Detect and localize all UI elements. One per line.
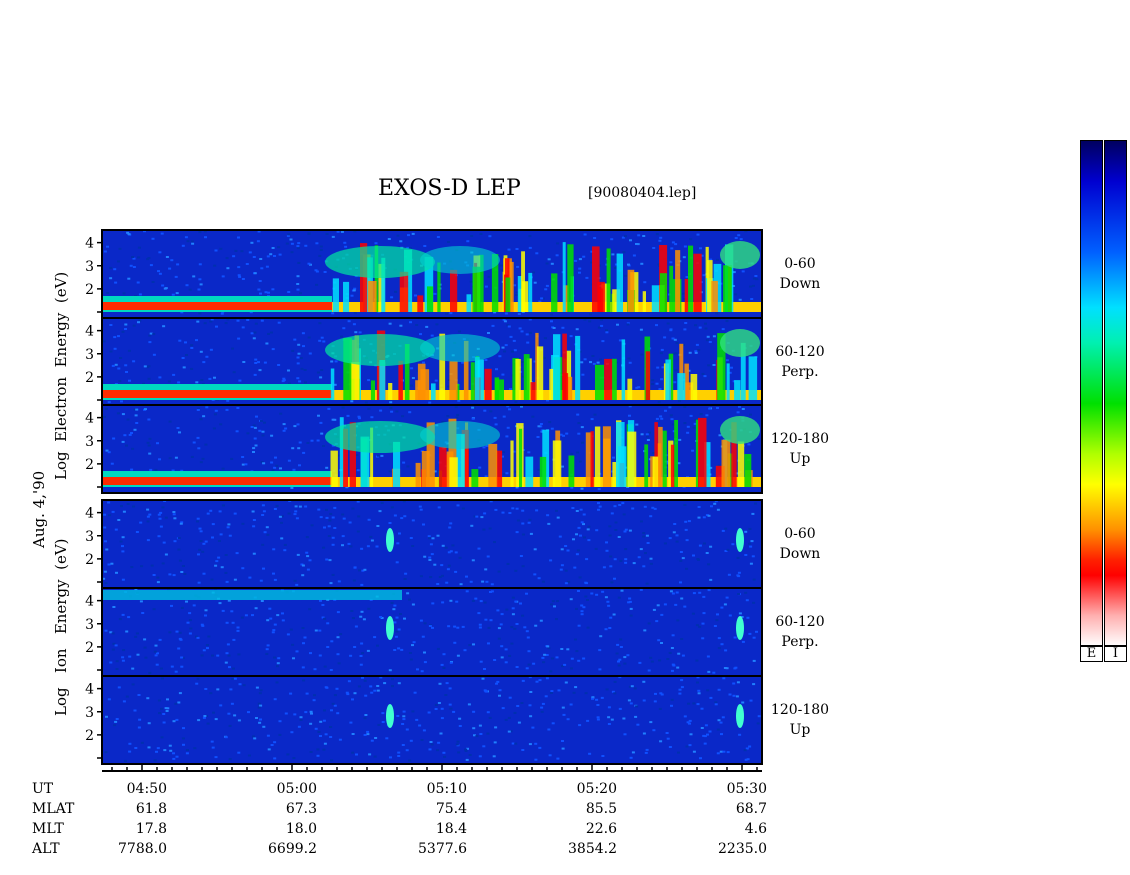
- panel-range: 0-60: [784, 526, 816, 542]
- electron-colorbar-label: E: [1080, 645, 1103, 662]
- y-tick-label: 4: [85, 324, 94, 340]
- y-tick-label: 3: [85, 617, 94, 633]
- panel-range: 60-120: [775, 614, 825, 630]
- panel-range: 0-60: [784, 256, 816, 272]
- panel-direction: Perp.: [781, 364, 819, 380]
- ion-colorbar: [1104, 140, 1127, 647]
- alt-value: 3854.2: [568, 841, 617, 857]
- panel-direction: Up: [789, 451, 811, 467]
- y-tick-label: 2: [85, 728, 94, 744]
- mlt-value: 18.4: [435, 821, 467, 837]
- mlt-row-label: MLT: [32, 821, 64, 837]
- panel-label-electron-down: 0-60 Down: [760, 254, 840, 294]
- mlat-value: 67.3: [285, 801, 317, 817]
- panel-range: 120-180: [770, 702, 830, 718]
- mlt-value: 4.6: [744, 821, 767, 837]
- ut-row-label: UT: [32, 781, 54, 797]
- electron-axis-label: Log Electron Energy (eV): [52, 271, 70, 480]
- mlt-value: 17.8: [135, 821, 167, 837]
- panel-label-ion-up: 120-180 Up: [760, 700, 840, 740]
- panel-direction: Down: [779, 546, 821, 562]
- panel-direction: Up: [789, 722, 811, 738]
- alt-value: 7788.0: [118, 841, 167, 857]
- mlt-value: 22.6: [585, 821, 617, 837]
- y-tick-label: 3: [85, 705, 94, 721]
- panel-label-ion-perp: 60-120 Perp.: [760, 612, 840, 652]
- ut-value: 05:10: [426, 781, 467, 797]
- mlat-value: 61.8: [135, 801, 167, 817]
- ut-value: 05:20: [576, 781, 617, 797]
- mlat-row-label: MLAT: [32, 801, 75, 817]
- y-tick-label: 2: [85, 457, 94, 473]
- panel-range: 60-120: [775, 344, 825, 360]
- y-tick-label: 3: [85, 434, 94, 450]
- alt-row-label: ALT: [32, 841, 60, 857]
- ut-value: 04:50: [126, 781, 167, 797]
- panel-direction: Down: [779, 276, 821, 292]
- y-tick-label: 2: [85, 552, 94, 568]
- y-tick-label: 2: [85, 640, 94, 656]
- y-tick-label: 4: [85, 411, 94, 427]
- y-tick-label: 3: [85, 529, 94, 545]
- panel-label-electron-perp: 60-120 Perp.: [760, 342, 840, 382]
- date-label: Aug. 4,'90: [30, 470, 48, 548]
- alt-value: 6699.2: [268, 841, 317, 857]
- y-tick-label: 4: [85, 236, 94, 252]
- y-tick-label: 4: [85, 594, 94, 610]
- ut-value: 05:30: [726, 781, 767, 797]
- mlat-value: 68.7: [735, 801, 767, 817]
- panel-label-ion-down: 0-60 Down: [760, 524, 840, 564]
- panel-background-ion-up: [102, 676, 762, 764]
- y-tick-label: 3: [85, 347, 94, 363]
- panel-label-electron-up: 120-180 Up: [760, 429, 840, 469]
- y-tick-label: 4: [85, 506, 94, 522]
- y-tick-label: 3: [85, 259, 94, 275]
- mlat-value: 85.5: [585, 801, 617, 817]
- file-label: [90080404.lep]: [588, 185, 697, 201]
- panel-background-ion-perp: [102, 588, 762, 676]
- y-tick-label: 4: [85, 682, 94, 698]
- ut-value: 05:00: [276, 781, 317, 797]
- ion-axis-label: Log Ion Energy (eV): [52, 538, 70, 716]
- electron-colorbar: [1080, 140, 1103, 647]
- chart-title: EXOS-D LEP: [378, 176, 521, 201]
- y-tick-label: 2: [85, 282, 94, 298]
- mlat-value: 75.4: [435, 801, 467, 817]
- alt-value: 2235.0: [718, 841, 767, 857]
- panel-range: 120-180: [770, 431, 830, 447]
- y-tick-label: 2: [85, 370, 94, 386]
- panel-direction: Perp.: [781, 634, 819, 650]
- alt-value: 5377.6: [418, 841, 467, 857]
- mlt-value: 18.0: [285, 821, 317, 837]
- ion-colorbar-label: I: [1104, 645, 1127, 662]
